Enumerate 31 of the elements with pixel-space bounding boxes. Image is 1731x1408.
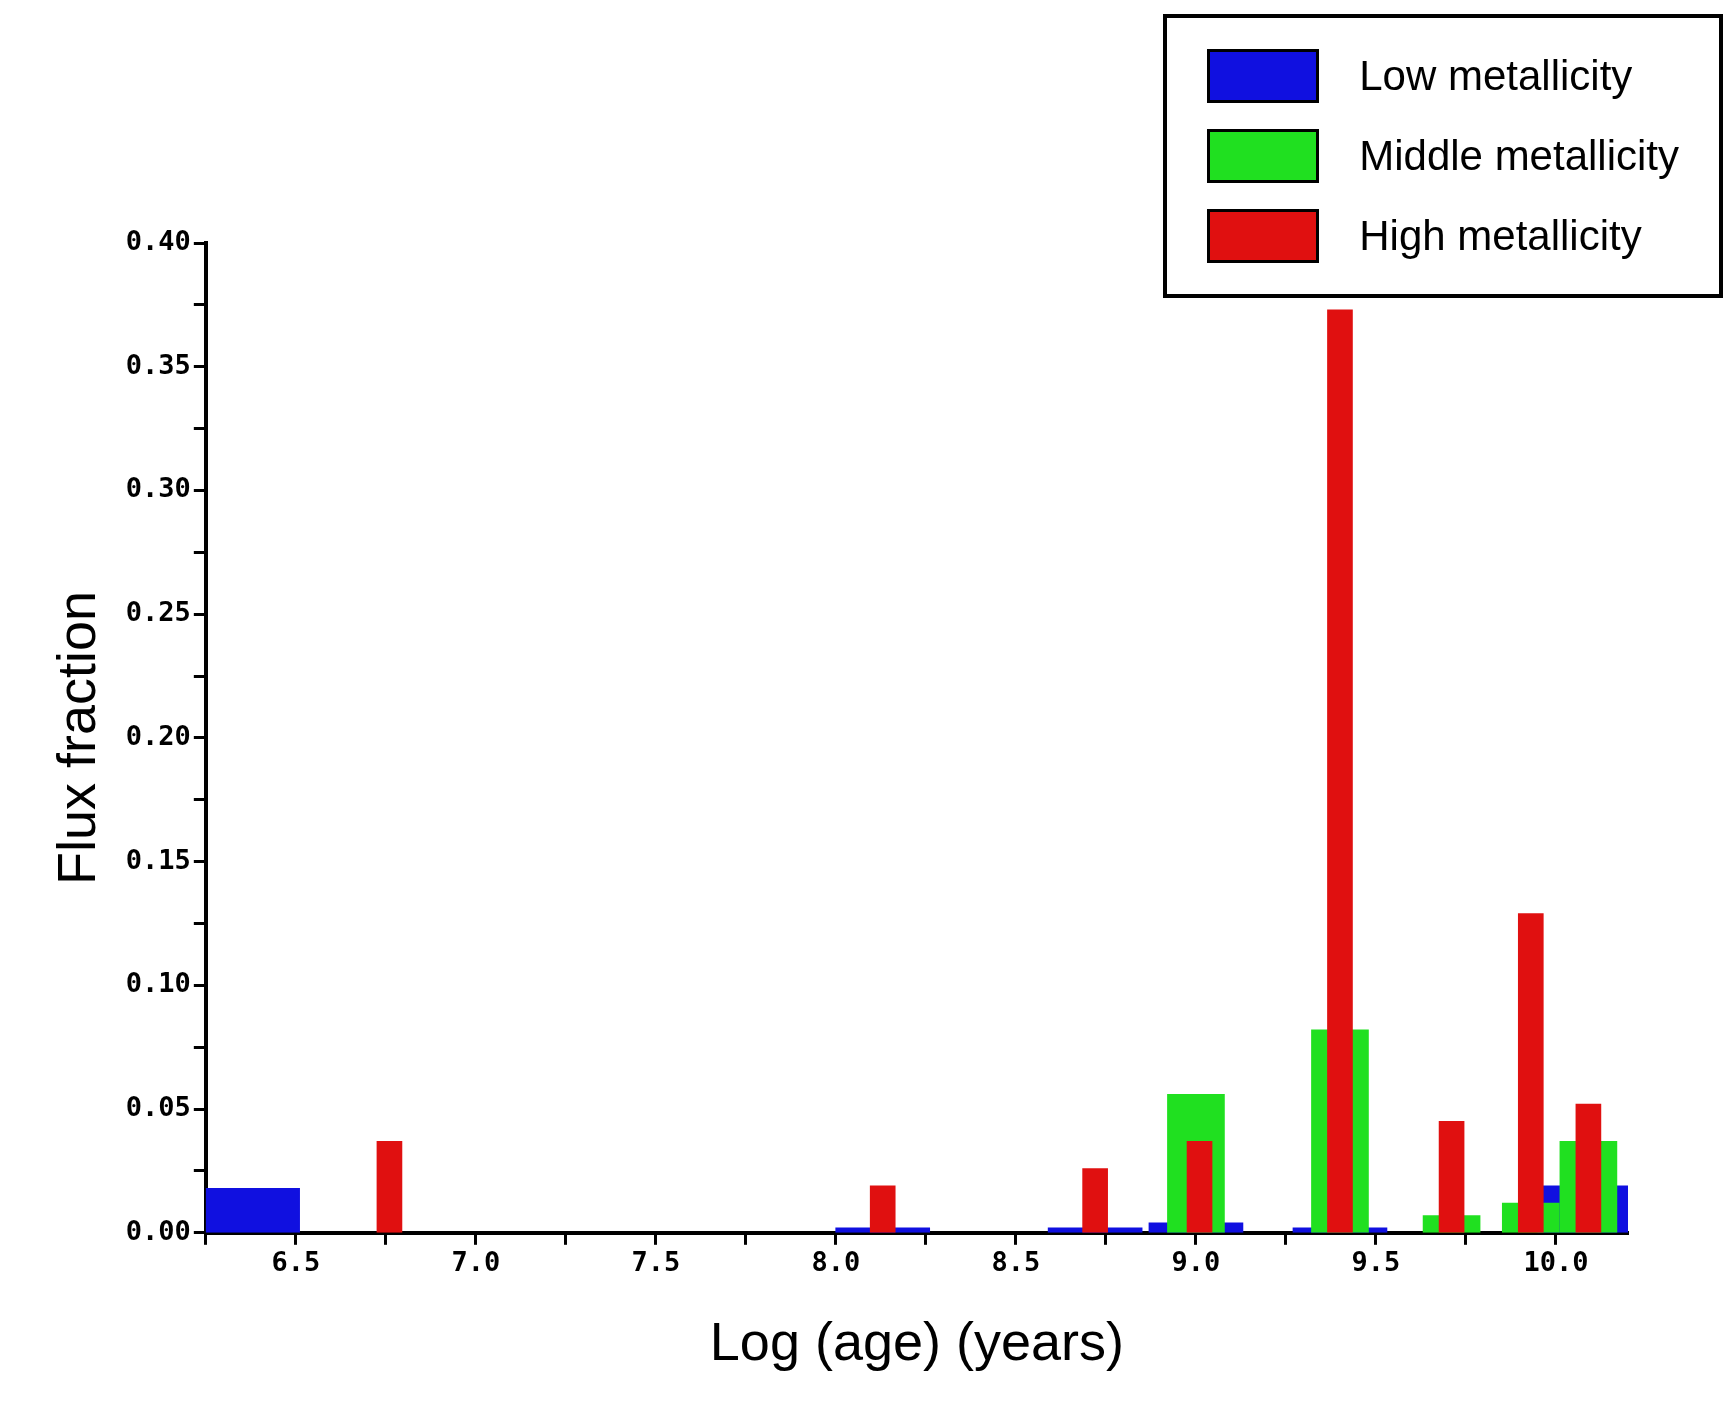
y-tick-label: 0.20 [125,719,191,751]
bar [376,1140,403,1233]
bar [1186,1140,1213,1233]
y-tick-label: 0.15 [125,843,191,875]
bar [869,1185,896,1233]
x-tick-label: 8.0 [811,1246,861,1278]
legend-label: High metallicity [1359,212,1642,260]
bar [1082,1168,1108,1233]
y-tick-label: 0.35 [125,348,191,380]
bar [1327,309,1353,1233]
y-tick-label: 0.05 [125,1091,191,1123]
bar [205,1187,300,1233]
x-tick-label: 6.5 [271,1246,321,1278]
y-tick-label: 0.10 [125,967,191,999]
x-tick-label: 9.0 [1171,1246,1221,1278]
y-tick-label: 0.00 [125,1214,191,1246]
bar [1517,913,1544,1233]
x-tick-label: 7.0 [451,1246,501,1278]
bar [1438,1121,1465,1233]
y-tick-label: 0.30 [125,472,191,504]
bar [1575,1103,1602,1233]
y-tick-label: 0.40 [125,225,191,257]
legend-label: Low metallicity [1359,52,1633,100]
y-axis-title: Flux fraction [46,590,107,885]
x-tick-label: 8.5 [991,1246,1041,1278]
x-tick-label: 7.5 [631,1246,681,1278]
y-tick-label: 0.25 [125,596,191,628]
x-tick-label: 10.0 [1523,1246,1589,1278]
legend-label: Middle metallicity [1359,132,1679,180]
x-axis-title: Log (age) (years) [709,1311,1124,1372]
x-tick-label: 9.5 [1351,1246,1401,1278]
